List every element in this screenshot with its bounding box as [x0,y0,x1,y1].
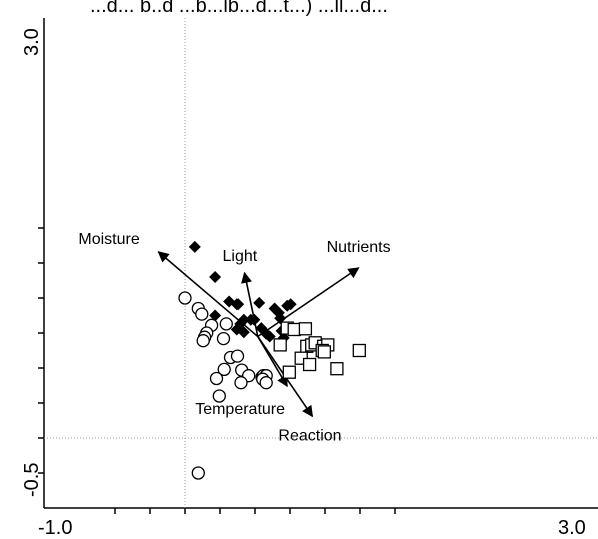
point-filled-diamond [284,298,297,311]
point-open-square [287,322,301,337]
point-open-circle [191,466,205,480]
sample-points [178,240,366,480]
y-tick-label-top: 3.0 [21,28,43,56]
x-ticks [114,508,396,514]
vector-nutrients [257,267,360,338]
top-text-fragment: ...d... b..d ...b...lb...d...t...) ...ll… [90,0,388,17]
vector-label-reaction: Reaction [278,427,341,444]
point-open-circle [178,291,192,305]
point-filled-diamond [274,312,287,325]
point-filled-diamond [248,313,261,326]
y-tick-label-bottom: -0.5 [21,463,43,497]
vector-label-light: Light [223,248,258,265]
x-tick-label-left: -1.0 [38,517,72,539]
point-open-circle [219,317,233,331]
point-filled-diamond [263,330,276,343]
point-open-square [330,362,344,376]
point-open-square [298,322,313,336]
point-open-circle [212,389,226,403]
vector-label-temperature: Temperature [195,401,285,418]
point-open-square [317,345,331,359]
point-filled-diamond [209,271,222,283]
point-open-circle [217,362,231,377]
environment-vectors: Moisture Light Nutrients Temperature Reactio… [78,231,390,444]
point-filled-diamond [237,313,250,326]
x-tick-label-right: 3.0 [558,517,586,539]
vector-label-moisture: Moisture [78,231,139,248]
point-open-circle [230,349,245,363]
point-open-square [352,343,366,358]
vector-label-nutrients: Nutrients [327,239,391,256]
point-open-circle [209,371,224,386]
point-open-circle [196,334,210,348]
y-ticks [38,227,44,474]
point-open-square [273,338,287,352]
point-filled-diamond [237,326,250,339]
vector-light [241,271,259,337]
point-filled-diamond [232,298,245,311]
point-filled-diamond [188,240,201,253]
point-open-circle [259,376,273,390]
point-open-square [282,365,296,379]
point-open-circle [216,331,231,346]
point-open-circle [195,307,209,321]
point-filled-diamond [209,309,222,322]
point-open-square [302,357,317,372]
point-open-circle [234,376,248,390]
point-filled-diamond [253,296,266,309]
